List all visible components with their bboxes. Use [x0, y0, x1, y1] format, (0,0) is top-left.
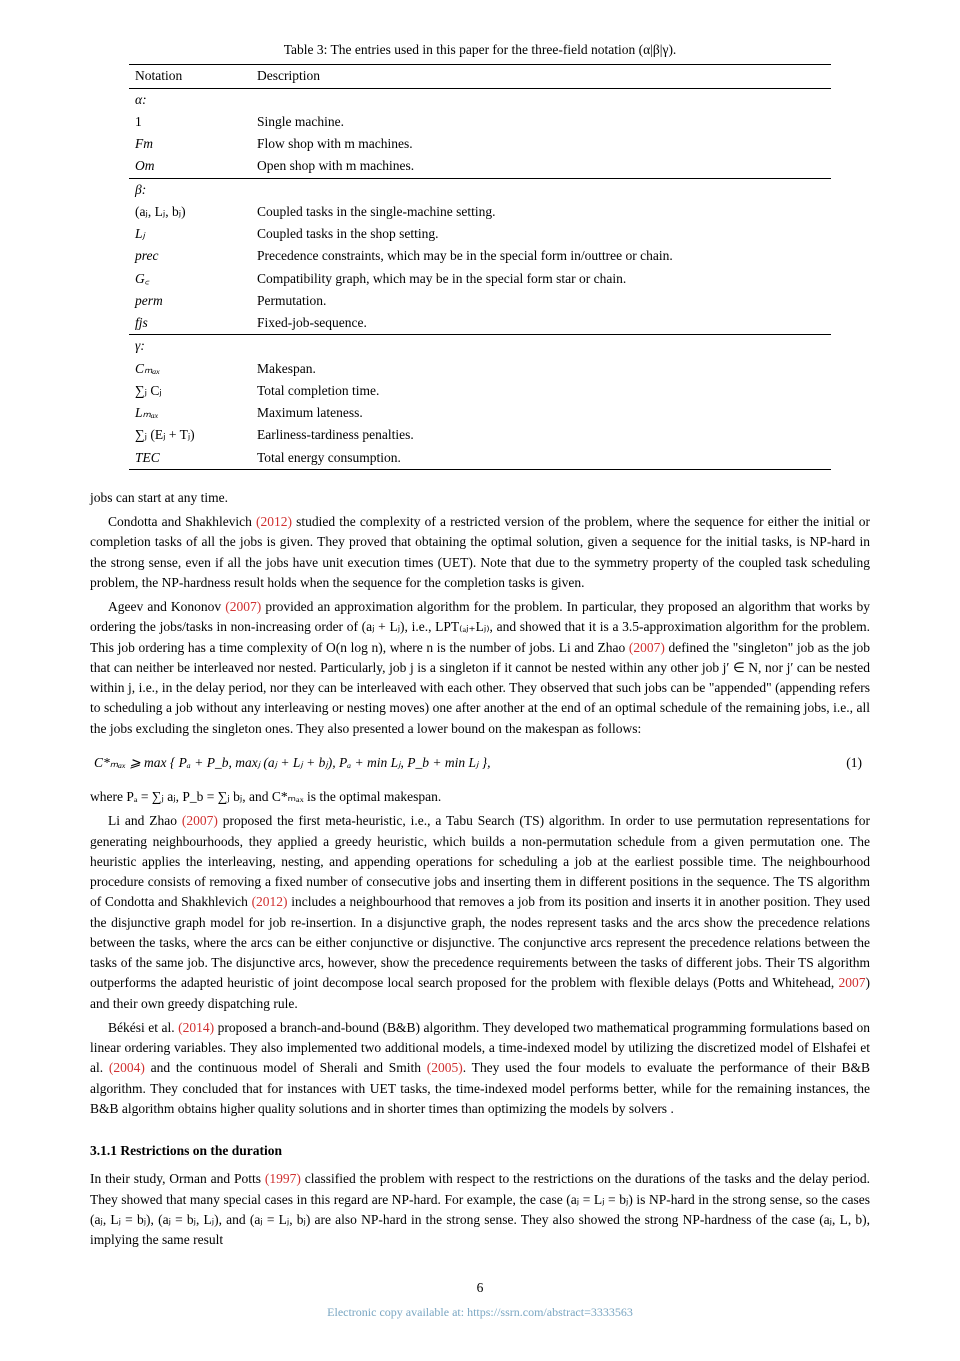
gamma-n-2: Lₘₐₓ — [129, 402, 251, 424]
beta-n-1: Lⱼ — [129, 223, 251, 245]
page-number: 6 — [90, 1278, 870, 1298]
notation-table: Notation Description α: 1Single machine.… — [129, 64, 831, 470]
ref-condotta-2012b[interactable]: (2012) — [252, 894, 288, 909]
beta-d-3: Compatibility graph, which may be in the… — [251, 268, 831, 290]
para-2: Condotta and Shakhlevich (2012) studied … — [90, 512, 870, 593]
alpha-d-0: Single machine. — [251, 111, 831, 133]
alpha-n-1: Fm — [129, 133, 251, 155]
gamma-d-1: Total completion time. — [251, 380, 831, 402]
ref-orman-1997[interactable]: (1997) — [265, 1171, 301, 1186]
beta-d-4: Permutation. — [251, 290, 831, 312]
beta-n-4: perm — [129, 290, 251, 312]
footer-link[interactable]: Electronic copy available at: https://ss… — [90, 1303, 870, 1321]
para-4: where Pₐ = ∑ⱼ aⱼ, P_b = ∑ⱼ bⱼ, and C*ₘₐₓ… — [90, 787, 870, 807]
beta-n-2: prec — [129, 245, 251, 267]
ref-li-2007b[interactable]: (2007) — [182, 813, 218, 828]
gamma-label: γ: — [129, 335, 251, 358]
table-caption: Table 3: The entries used in this paper … — [90, 40, 870, 60]
gamma-d-4: Total energy consumption. — [251, 447, 831, 470]
th-description: Description — [251, 65, 831, 88]
beta-n-5: fjs — [129, 312, 251, 335]
ref-bekesi-2014[interactable]: (2014) — [178, 1020, 214, 1035]
beta-d-5: Fixed-job-sequence. — [251, 312, 831, 335]
section-heading: 3.1.1 Restrictions on the duration — [90, 1141, 870, 1161]
ref-ageev-2007[interactable]: (2007) — [225, 599, 261, 614]
equation-1: C*ₘₐₓ ⩾ max { Pₐ + P_b, maxⱼ (aⱼ + Lⱼ + … — [90, 753, 870, 773]
para-3: Ageev and Kononov (2007) provided an app… — [90, 597, 870, 739]
gamma-n-3: ∑ⱼ (Eⱼ + Tⱼ) — [129, 424, 251, 446]
para-1: jobs can start at any time. — [90, 488, 870, 508]
gamma-n-1: ∑ⱼ Cⱼ — [129, 380, 251, 402]
gamma-d-3: Earliness-tardiness penalties. — [251, 424, 831, 446]
para-5: Li and Zhao (2007) proposed the first me… — [90, 811, 870, 1014]
para-7: In their study, Orman and Potts (1997) c… — [90, 1169, 870, 1250]
gamma-d-0: Makespan. — [251, 358, 831, 380]
ref-potts-2007[interactable]: 2007 — [839, 975, 866, 990]
equation-content: C*ₘₐₓ ⩾ max { Pₐ + P_b, maxⱼ (aⱼ + Lⱼ + … — [90, 753, 491, 773]
equation-number: (1) — [846, 753, 870, 773]
beta-n-3: G꜀ — [129, 268, 251, 290]
gamma-n-0: Cₘₐₓ — [129, 358, 251, 380]
gamma-n-4: TEC — [129, 447, 251, 470]
ref-li-2007a[interactable]: (2007) — [629, 640, 665, 655]
alpha-d-2: Open shop with m machines. — [251, 155, 831, 178]
gamma-d-2: Maximum lateness. — [251, 402, 831, 424]
beta-d-0: Coupled tasks in the single-machine sett… — [251, 201, 831, 223]
alpha-d-1: Flow shop with m machines. — [251, 133, 831, 155]
beta-d-2: Precedence constraints, which may be in … — [251, 245, 831, 267]
th-notation: Notation — [129, 65, 251, 88]
ref-elshafei-2004[interactable]: (2004) — [109, 1060, 145, 1075]
beta-d-1: Coupled tasks in the shop setting. — [251, 223, 831, 245]
alpha-label: α: — [129, 88, 251, 111]
beta-label: β: — [129, 178, 251, 201]
alpha-n-2: Om — [129, 155, 251, 178]
alpha-n-0: 1 — [129, 111, 251, 133]
ref-sherali-2005[interactable]: (2005) — [427, 1060, 463, 1075]
beta-n-0: (aⱼ, Lⱼ, bⱼ) — [129, 201, 251, 223]
para-6: Békési et al. (2014) proposed a branch-a… — [90, 1018, 870, 1119]
ref-condotta-2012[interactable]: (2012) — [256, 514, 292, 529]
